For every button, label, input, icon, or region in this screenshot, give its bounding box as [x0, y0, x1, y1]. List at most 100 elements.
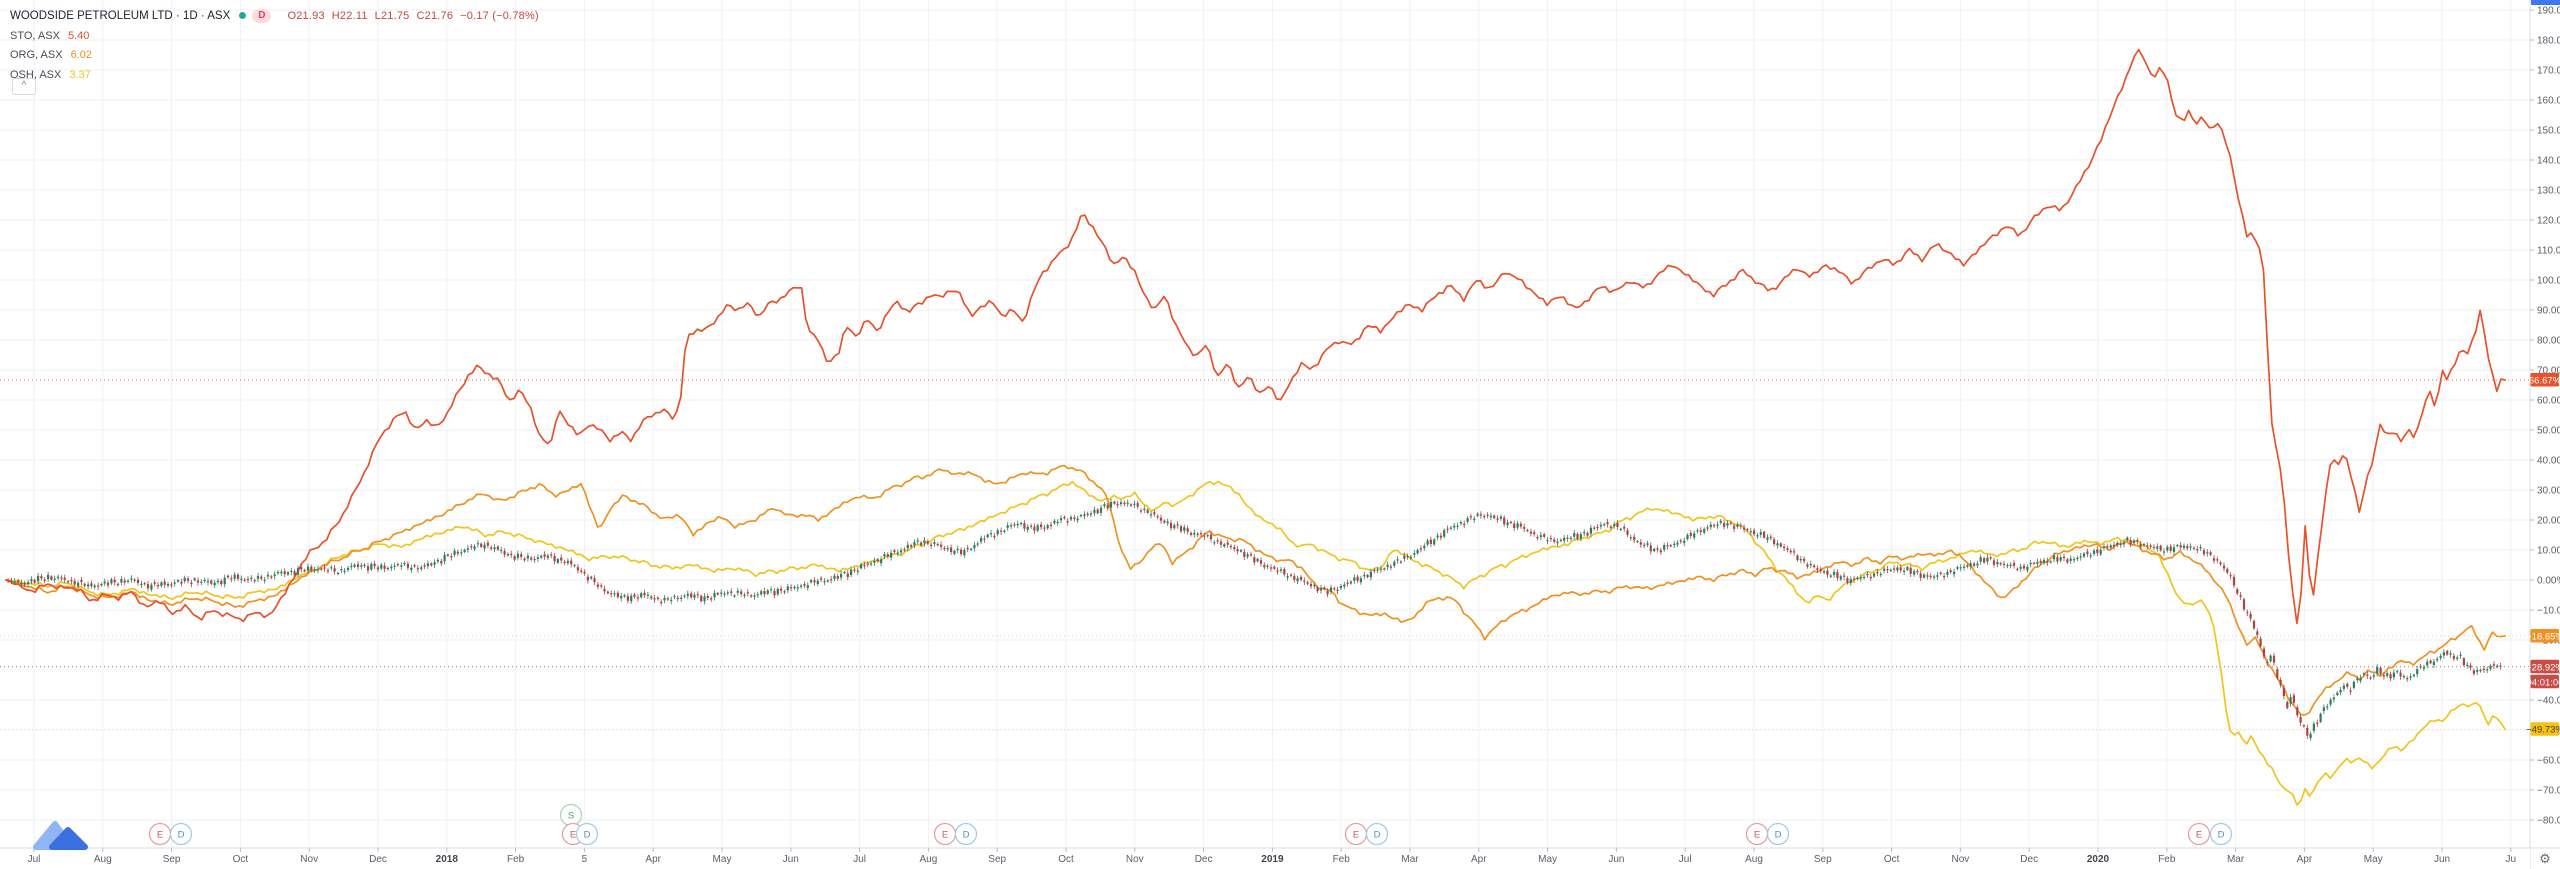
- compare-row-osh[interactable]: OSH, ASX 3.37: [10, 65, 546, 85]
- event-marker-e[interactable]: E: [1745, 822, 1769, 846]
- price-label-66.67%: 66.67%: [2529, 372, 2560, 387]
- time-tick-label: 2020: [2087, 854, 2110, 865]
- svg-text:−49.73%: −49.73%: [2526, 725, 2560, 736]
- price-tick-label: 30.00%: [2537, 486, 2560, 497]
- price-axis[interactable]: 190.00% 180.00% 170.00% 160.00% 150.00% 140.0…: [2526, 0, 2560, 869]
- price-label-04:01:00: 04:01:00: [2527, 674, 2560, 689]
- svg-text:D: D: [1775, 830, 1782, 841]
- time-tick-label: Sep: [163, 854, 181, 865]
- ohlc-values: O21.93 H22.11 L21.75 C21.76 −0.17 (−0.78%): [287, 10, 545, 22]
- compare-line[interactable]: [5, 464, 2506, 716]
- svg-text:04:01:00: 04:01:00: [2527, 677, 2560, 688]
- candle-wicks-up: [14, 498, 2498, 741]
- chart-legend: WOODSIDE PETROLEUM LTD · 1D · ASX D O21.…: [10, 5, 546, 95]
- time-tick-label: May: [1538, 854, 1557, 865]
- svg-text:E: E: [942, 830, 948, 841]
- time-tick-label: Feb: [1333, 854, 1351, 865]
- price-tick-label: 0.00%: [2537, 576, 2560, 587]
- price-tick-label: −10.00%: [2537, 606, 2560, 617]
- price-tick-label: 180.00%: [2537, 36, 2560, 47]
- time-tick-label: Oct: [1058, 854, 1074, 865]
- time-tick-label: Sep: [988, 854, 1006, 865]
- main-symbol-row[interactable]: WOODSIDE PETROLEUM LTD · 1D · ASX D O21.…: [10, 5, 546, 26]
- compare-line[interactable]: [5, 480, 2506, 806]
- event-marker-e[interactable]: E: [148, 822, 172, 846]
- candle-wicks-down: [7, 500, 2501, 739]
- event-marker-d[interactable]: D: [954, 822, 978, 846]
- event-marker-d[interactable]: D: [1766, 822, 1790, 846]
- svg-text:E: E: [1754, 830, 1760, 841]
- price-tick-label: 150.00%: [2537, 126, 2560, 137]
- event-marker-d[interactable]: D: [169, 822, 193, 846]
- legend-collapse-button[interactable]: ^: [12, 78, 36, 95]
- time-tick-label: Mar: [1401, 854, 1419, 865]
- time-tick-label: 2018: [436, 854, 459, 865]
- price-tick-label: 10.00%: [2537, 546, 2560, 557]
- event-marker-e[interactable]: E: [2187, 822, 2211, 846]
- axis-top-accent: [2531, 0, 2560, 5]
- time-tick-label: Mar: [2227, 854, 2245, 865]
- time-tick-label: Apr: [645, 854, 661, 865]
- time-tick-label: Nov: [1952, 854, 1970, 865]
- legend-compare-value: 3.37: [69, 68, 91, 81]
- event-marker-d[interactable]: D: [575, 822, 599, 846]
- event-marker-e[interactable]: E: [933, 822, 957, 846]
- time-tick-label: Oct: [1884, 854, 1900, 865]
- delayed-data-badge[interactable]: D: [252, 8, 272, 23]
- candles-up[interactable]: [13, 502, 2499, 739]
- price-tick-label: 170.00%: [2537, 66, 2560, 77]
- svg-text:D: D: [178, 830, 185, 841]
- legend-compare-value: 6.02: [70, 49, 92, 62]
- price-tick-label: 60.00%: [2537, 396, 2560, 407]
- time-tick-label: Jun: [783, 854, 799, 865]
- realtime-data-dot-icon: [239, 12, 247, 19]
- time-tick-label: Sep: [1814, 854, 1832, 865]
- svg-text:−18.65%: −18.65%: [2526, 631, 2560, 642]
- time-tick-label: Nov: [1126, 854, 1144, 865]
- event-marker-e[interactable]: E: [1344, 822, 1368, 846]
- price-label-−18.65%: −18.65%: [2526, 628, 2560, 643]
- price-label-−28.92%: −28.92%: [2526, 659, 2560, 674]
- time-tick-label: Jul: [853, 854, 866, 865]
- price-tick-label: 50.00%: [2537, 426, 2560, 437]
- compare-row-org[interactable]: ORG, ASX 6.02: [10, 46, 546, 66]
- time-tick-label: Jun: [2434, 854, 2450, 865]
- time-tick-label: May: [713, 854, 732, 865]
- event-marker-d[interactable]: D: [1365, 822, 1389, 846]
- time-tick-label: Dec: [2020, 854, 2038, 865]
- low-value: L21.75: [374, 9, 410, 22]
- event-marker-d[interactable]: D: [2209, 822, 2233, 846]
- svg-text:E: E: [1353, 830, 1359, 841]
- change-value: −0.17 (−0.78%): [460, 9, 539, 22]
- time-tick-label: Dec: [369, 854, 387, 865]
- price-tick-label: 70.00%: [2537, 366, 2560, 377]
- price-tick-label: 90.00%: [2537, 306, 2560, 317]
- time-tick-label: Feb: [2158, 854, 2176, 865]
- axis-corner[interactable]: ⚙: [2531, 849, 2560, 869]
- svg-text:D: D: [963, 830, 970, 841]
- time-tick-label: Aug: [1745, 854, 1763, 865]
- time-tick-label: Apr: [2297, 854, 2313, 865]
- time-tick-label: Jun: [1608, 854, 1624, 865]
- time-axis[interactable]: Jul Aug Sep Oct Nov Dec 2018 Feb 5 Apr May Jun Jul Au…: [0, 847, 2560, 869]
- symbol-title: WOODSIDE PETROLEUM LTD · 1D · ASX: [10, 9, 231, 22]
- price-tick-label: 100.00%: [2537, 276, 2560, 287]
- price-tick-label: 130.00%: [2537, 186, 2560, 197]
- price-tick-label: −70.00%: [2537, 786, 2560, 797]
- compare-row-sto[interactable]: STO, ASX 5.40: [10, 26, 546, 46]
- tradingview-logo[interactable]: [33, 821, 88, 850]
- compare-symbol: STO, ASX: [10, 29, 60, 42]
- gear-icon[interactable]: ⚙: [2539, 851, 2551, 866]
- price-tick-label: 40.00%: [2537, 456, 2560, 467]
- event-marker-s[interactable]: S: [559, 803, 583, 827]
- event-markers: E DSE D E D E D E D E D: [148, 803, 2233, 846]
- price-tick-label: 120.00%: [2537, 216, 2560, 227]
- legend-compare-value: 5.40: [67, 29, 90, 42]
- compare-symbol: ORG, ASX: [10, 49, 63, 62]
- compare-line[interactable]: [5, 48, 2506, 625]
- svg-text:E: E: [2196, 830, 2202, 841]
- price-tick-label: 110.00%: [2537, 246, 2560, 257]
- price-tick-label: 160.00%: [2537, 96, 2560, 107]
- time-tick-label: Apr: [1471, 854, 1487, 865]
